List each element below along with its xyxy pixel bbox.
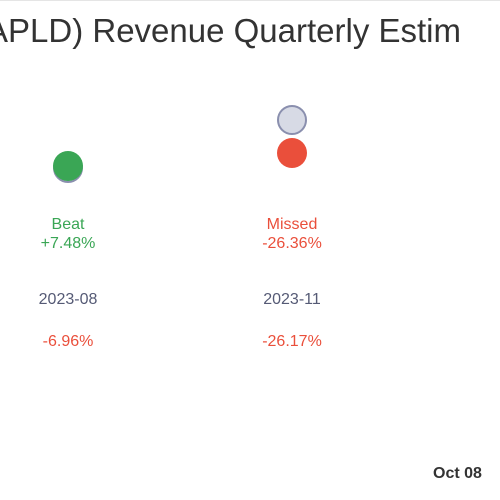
estimate-dot-1 — [277, 105, 307, 135]
footer-date: Oct 08 — [433, 465, 482, 482]
top-border — [0, 0, 500, 1]
actual-dot-0 — [53, 151, 83, 181]
surprise-label-0: +7.48% — [40, 235, 96, 252]
change-label-1: -26.17% — [262, 333, 322, 350]
change-label-2: -1 — [455, 333, 500, 351]
status-label-1: Missed — [266, 216, 318, 233]
surprise-label-2: -1 — [455, 235, 500, 253]
date-label-0: 2023-08 — [38, 291, 98, 308]
chart-title: APLD) Revenue Quarterly Estim — [0, 12, 462, 49]
status-label-0: Beat — [51, 216, 85, 233]
date-label-2: 20 — [455, 291, 500, 309]
date-label-1: 2023-11 — [263, 291, 321, 308]
change-label-0: -6.96% — [42, 333, 94, 350]
surprise-label-1: -26.36% — [262, 235, 322, 252]
status-label-2: M — [455, 216, 500, 234]
actual-dot-1 — [277, 138, 307, 168]
